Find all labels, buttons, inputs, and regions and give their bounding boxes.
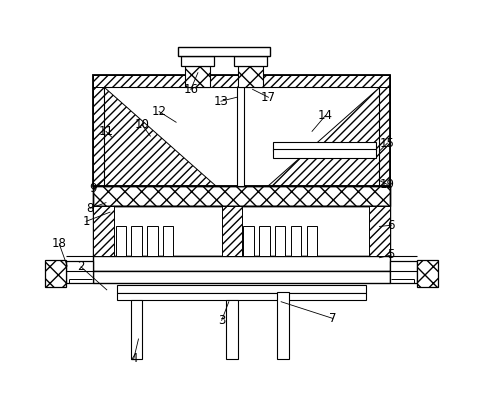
Bar [417, 260, 438, 286]
Text: 3: 3 [218, 314, 226, 327]
Bar [93, 75, 390, 87]
Text: 10: 10 [134, 118, 149, 131]
Bar [275, 226, 285, 256]
Bar [163, 226, 173, 256]
Bar [185, 65, 210, 87]
Bar [93, 186, 390, 206]
Bar [223, 206, 242, 256]
Bar [117, 292, 366, 300]
Bar [277, 292, 289, 359]
Bar [93, 186, 390, 206]
Bar [226, 300, 238, 359]
Bar [93, 75, 390, 186]
Text: 6: 6 [387, 219, 395, 232]
Bar [178, 47, 270, 56]
Bar [234, 56, 267, 65]
Text: 9: 9 [89, 182, 97, 195]
Bar [93, 87, 104, 186]
Bar [307, 226, 317, 256]
Text: 7: 7 [329, 312, 336, 325]
Bar [130, 300, 142, 359]
Bar [273, 142, 376, 151]
Text: 2: 2 [77, 261, 85, 273]
Bar [45, 260, 66, 286]
Bar [273, 149, 376, 158]
Text: 18: 18 [52, 237, 67, 251]
Bar [181, 56, 214, 65]
Bar [66, 261, 93, 283]
Bar [115, 226, 126, 256]
Polygon shape [267, 87, 379, 186]
Text: 12: 12 [152, 105, 167, 118]
Text: 14: 14 [318, 109, 333, 122]
Bar [369, 206, 390, 256]
Polygon shape [104, 87, 216, 186]
Bar [379, 87, 390, 186]
Text: 16: 16 [183, 83, 199, 96]
Bar [117, 285, 366, 292]
Bar [93, 256, 390, 271]
Text: 15: 15 [380, 137, 395, 150]
Text: 17: 17 [261, 91, 276, 104]
Text: 19: 19 [380, 178, 395, 191]
Bar [216, 87, 267, 186]
Text: 11: 11 [99, 125, 114, 138]
Bar [147, 226, 157, 256]
Bar [237, 87, 244, 186]
Bar [93, 206, 114, 256]
Bar [93, 271, 390, 283]
Bar [291, 226, 301, 256]
Bar [131, 226, 142, 256]
Text: 5: 5 [387, 249, 395, 261]
Bar [259, 226, 270, 256]
Text: 13: 13 [213, 95, 228, 108]
Bar [390, 261, 417, 283]
Bar [243, 226, 254, 256]
Text: 4: 4 [130, 352, 138, 365]
Bar [93, 206, 390, 256]
Text: 1: 1 [83, 215, 90, 228]
Text: 8: 8 [86, 202, 94, 215]
Bar [238, 65, 263, 87]
